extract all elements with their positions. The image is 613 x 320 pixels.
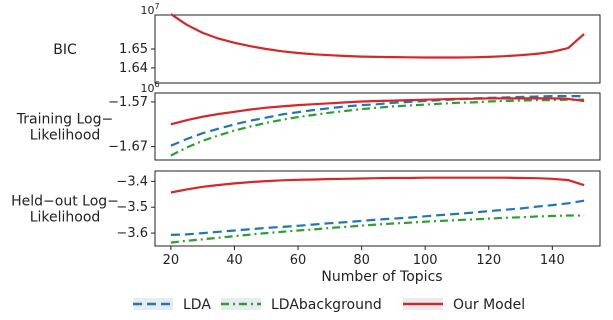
legend-label: Our Model: [453, 297, 525, 313]
y-tick-label: −1.57: [108, 95, 148, 110]
legend: LDA LDAbackground Our Model: [133, 297, 525, 313]
legend-label: LDA: [183, 297, 211, 313]
x-axis-label: Number of Topics: [321, 269, 442, 285]
series-line-our-model: [170, 97, 585, 126]
y-tick-label: −3.6: [116, 226, 148, 241]
x-tick-label: 60: [290, 253, 307, 268]
x-tick-label: 120: [476, 253, 501, 268]
series-line-our-model: [170, 176, 585, 194]
y-tick-label: 1.64: [119, 61, 148, 76]
panel-3: −3.6 −3.5 −3.4 Held−out Log− Likelihood: [11, 170, 601, 247]
series-line-ldabackground: [170, 214, 585, 244]
legend-entry: LDAbackground: [221, 297, 382, 313]
series-line-lda: [170, 199, 585, 236]
x-tick-label: 100: [413, 253, 438, 268]
plot-frame: [154, 92, 601, 161]
y-tick-label: −3.4: [116, 174, 148, 189]
y-tick-label: 1.65: [119, 42, 148, 57]
plot-frame: [154, 170, 601, 247]
legend-label: LDAbackground: [271, 297, 382, 313]
series-line-ldabackground: [170, 98, 585, 157]
y-axis-label: Training Log− Likelihood: [16, 112, 113, 144]
y-axis-label: BIC: [53, 42, 77, 58]
y-axis-label: Held−out Log− Likelihood: [11, 194, 119, 226]
series-line-our-model: [170, 13, 585, 59]
x-tick-label: 140: [540, 253, 565, 268]
x-tick-label: 80: [353, 253, 370, 268]
series-line-lda: [170, 95, 585, 147]
x-axis: 20 40 60 80 100 120 140: [163, 246, 565, 268]
y-tick-label: −3.5: [116, 200, 148, 215]
x-tick-label: 20: [163, 253, 180, 268]
x-tick-label: 40: [226, 253, 243, 268]
legend-entry: Our Model: [403, 297, 525, 313]
y-tick-label: −1.67: [108, 140, 148, 155]
plot-frame: [154, 14, 601, 84]
legend-entry: LDA: [133, 297, 211, 313]
